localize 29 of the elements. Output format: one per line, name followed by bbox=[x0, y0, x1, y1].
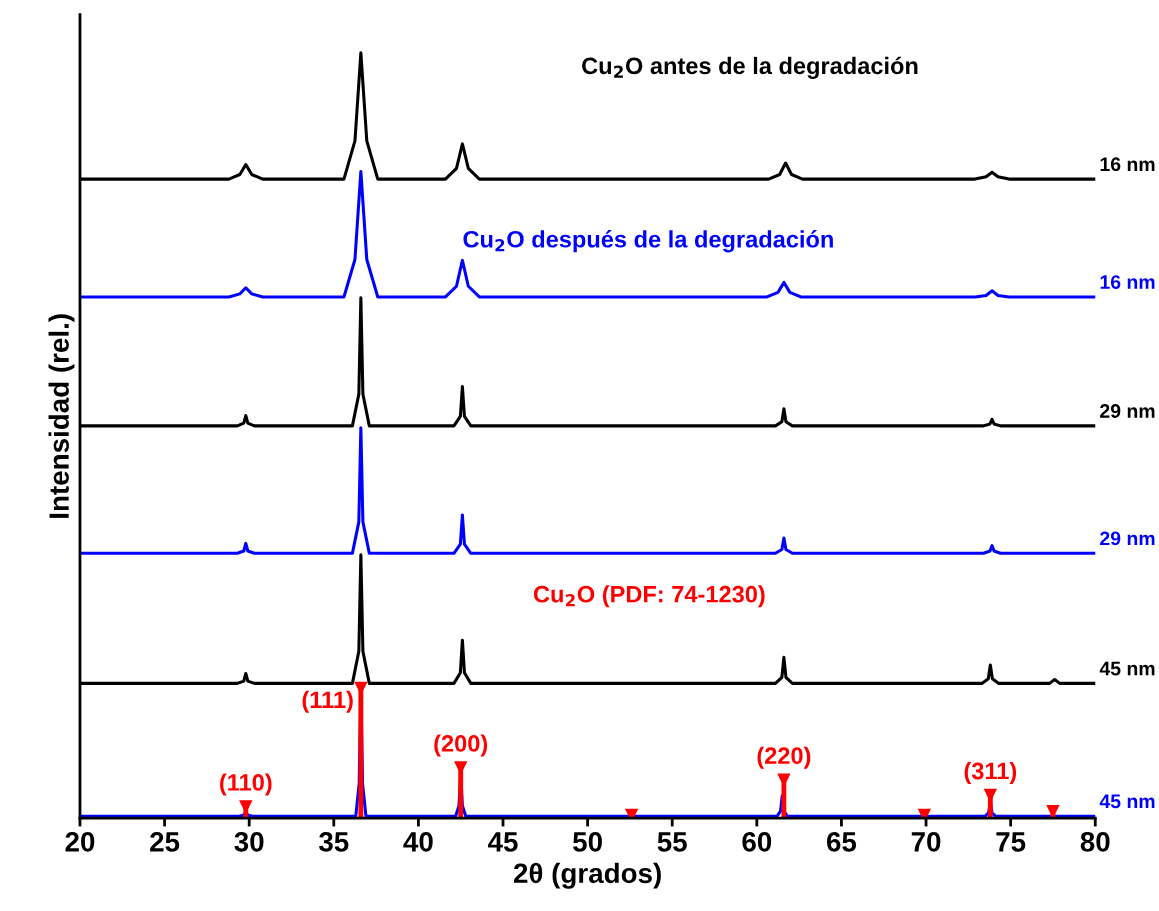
annotation: (220) bbox=[757, 746, 811, 769]
x-tick-label: 45 bbox=[487, 832, 518, 852]
annotation: (111) bbox=[302, 690, 353, 713]
y-axis-title: Intensidad (rel.) bbox=[48, 314, 75, 518]
series-label: 45 nm bbox=[1099, 661, 1155, 676]
annotation: Cu$_{2}$O antes de la degradación bbox=[582, 56, 918, 79]
x-tick-label: 25 bbox=[150, 832, 180, 852]
x-tick-label: 65 bbox=[827, 832, 857, 852]
x-tick-label: 35 bbox=[318, 832, 349, 852]
series-label: 29 nm bbox=[1100, 531, 1155, 546]
x-tick-label: 60 bbox=[742, 832, 772, 852]
series-label: 16 nm bbox=[1100, 275, 1155, 289]
annotation: (200) bbox=[434, 734, 488, 757]
series-label: 16 nm bbox=[1100, 157, 1155, 172]
annotation: (110) bbox=[220, 773, 272, 796]
x-tick-label: 70 bbox=[911, 832, 941, 852]
series-label: 29 nm bbox=[1100, 404, 1155, 418]
x-tick-label: 40 bbox=[403, 832, 433, 852]
x-tick-label: 30 bbox=[234, 832, 264, 852]
x-tick-label: 50 bbox=[573, 832, 602, 852]
annotation: Cu$_{2}$O después de la degradación bbox=[463, 230, 833, 253]
text: Cu$_{2}$O (PDF: 74-1230) bbox=[533, 585, 765, 608]
series-label: 45 nm bbox=[1099, 794, 1155, 809]
x-tick-label: 80 bbox=[1080, 832, 1110, 852]
annotation: (311) bbox=[964, 762, 1017, 785]
x-axis-title: 2θ (grados) bbox=[513, 862, 661, 889]
x-tick-label: 20 bbox=[65, 832, 95, 852]
x-tick-label: 75 bbox=[996, 832, 1026, 852]
x-tick-label: 55 bbox=[657, 832, 687, 852]
